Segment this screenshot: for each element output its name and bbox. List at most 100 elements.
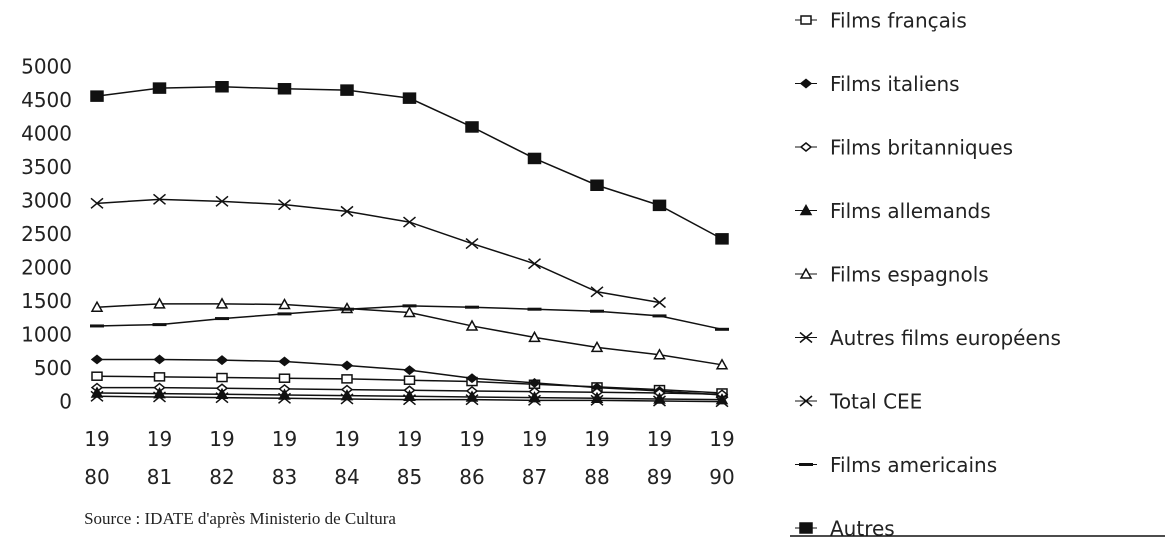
- data-point: [215, 297, 229, 309]
- data-point: [90, 90, 104, 102]
- data-point: [152, 82, 167, 94]
- data-point: [215, 195, 229, 207]
- y-tick-label: 3500: [21, 155, 72, 179]
- data-point: [653, 296, 666, 309]
- legend-label: Films britanniques: [830, 136, 1013, 160]
- data-point: [153, 372, 166, 382]
- data-point: [653, 395, 666, 407]
- data-point: [340, 360, 354, 371]
- legend-label: Films allemands: [830, 199, 991, 223]
- data-point: [340, 393, 354, 405]
- data-point: [153, 297, 166, 309]
- data-point: [278, 199, 291, 211]
- legend-marker: [800, 15, 812, 25]
- x-tick-label: 19 88: [584, 427, 609, 489]
- y-tick-label: 3000: [21, 189, 72, 213]
- data-point: [403, 375, 416, 385]
- data-point: [528, 330, 541, 343]
- y-tick-label: 2000: [21, 256, 72, 280]
- data-point: [528, 377, 541, 388]
- source-note: Source : IDATE d'après Ministerio de Cul…: [84, 509, 396, 528]
- x-tick-label: 19 90: [709, 427, 734, 489]
- legend-label: Autres films européens: [830, 326, 1061, 350]
- x-tick-label: 19 86: [459, 427, 484, 489]
- data-point: [465, 390, 479, 402]
- legend-marker: [799, 395, 813, 407]
- legend-label: Total CEE: [829, 390, 922, 414]
- data-point: [715, 396, 729, 408]
- x-tick-label: 19 89: [647, 427, 672, 489]
- y-tick-label: 4000: [21, 122, 72, 146]
- x-tick-label: 19 81: [147, 427, 172, 489]
- data-point: [403, 394, 416, 406]
- data-point: [340, 84, 354, 96]
- data-point: [215, 81, 229, 93]
- y-tick-label: 1500: [21, 289, 72, 313]
- x-tick-label: 19 82: [209, 427, 234, 489]
- data-point: [153, 193, 166, 205]
- series-line: [96, 86, 723, 240]
- data-point: [278, 297, 291, 310]
- data-point: [590, 286, 604, 298]
- data-point: [91, 371, 103, 381]
- legend-marker: [799, 522, 813, 534]
- data-point: [465, 237, 479, 250]
- data-point: [216, 372, 228, 383]
- data-point: [153, 354, 166, 365]
- data-point: [90, 354, 104, 365]
- data-point: [652, 199, 667, 212]
- x-tick-label: 19 83: [272, 427, 297, 489]
- data-point: [465, 319, 479, 331]
- data-point: [528, 258, 541, 270]
- data-point: [90, 390, 104, 402]
- data-point: [215, 392, 229, 404]
- data-point: [528, 394, 541, 406]
- data-point: [278, 392, 291, 404]
- data-point: [90, 300, 104, 312]
- data-point: [715, 358, 729, 370]
- legend-label: Autres: [830, 517, 895, 541]
- legend-marker: [799, 203, 813, 216]
- x-tick-label: 19 84: [334, 427, 359, 489]
- data-point: [653, 348, 666, 360]
- data-point: [340, 205, 354, 217]
- legend-label: Films français: [830, 9, 967, 33]
- y-tick-label: 1000: [21, 323, 72, 347]
- legend-label: Films americains: [830, 453, 997, 477]
- y-tick-label: 500: [34, 356, 72, 380]
- x-tick-label: 19 87: [522, 427, 547, 489]
- x-tick-label: 19 80: [84, 427, 109, 489]
- data-point: [527, 152, 542, 165]
- legend-marker: [799, 331, 813, 344]
- data-point: [465, 121, 479, 133]
- y-tick-label: 5000: [21, 55, 72, 79]
- data-point: [590, 179, 604, 191]
- data-point: [90, 197, 104, 209]
- data-point: [277, 83, 292, 95]
- data-point: [402, 92, 417, 104]
- x-tick-label: 19 85: [397, 427, 422, 489]
- legend-label: Films italiens: [830, 72, 960, 96]
- legend-label: Films espagnols: [830, 263, 989, 287]
- data-point: [465, 373, 479, 384]
- y-tick-label: 4500: [21, 88, 72, 112]
- data-point: [465, 394, 479, 406]
- data-point: [278, 356, 291, 367]
- data-point: [341, 374, 353, 384]
- legend-marker: [799, 78, 813, 89]
- y-tick-label: 0: [59, 390, 72, 414]
- data-point: [590, 394, 604, 406]
- data-point: [278, 373, 291, 383]
- legend-marker: [799, 142, 813, 152]
- y-tick-label: 2500: [21, 222, 72, 246]
- data-point: [715, 233, 729, 245]
- data-point: [528, 391, 541, 403]
- data-point: [403, 216, 416, 228]
- series-line: [96, 198, 660, 304]
- legend-marker: [799, 267, 813, 279]
- data-point: [153, 391, 166, 403]
- data-point: [590, 340, 604, 353]
- data-point: [215, 355, 229, 366]
- data-point: [403, 306, 416, 318]
